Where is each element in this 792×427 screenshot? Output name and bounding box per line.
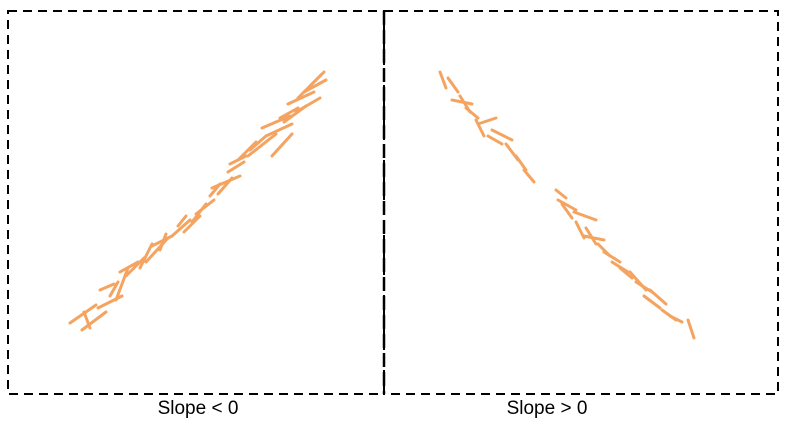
left-dash-28 (264, 122, 294, 138)
left-dash-36 (308, 70, 326, 88)
left-dash-3 (82, 310, 92, 330)
right-dash-strokes (438, 70, 696, 340)
left-dash-15 (176, 214, 188, 228)
left-dash-6 (108, 280, 120, 298)
left-dash-24 (236, 140, 258, 162)
right-panel-frame (383, 10, 779, 395)
right-dash-23 (618, 266, 634, 280)
left-panel-caption: Slope < 0 (157, 398, 239, 419)
left-dash-29 (270, 132, 294, 158)
left-dash-33 (294, 96, 322, 114)
left-dash-1 (68, 303, 98, 325)
left-dash-26 (248, 134, 268, 152)
left-dash-10 (138, 242, 154, 270)
right-dash-1 (438, 70, 448, 90)
right-panel-caption: Slope > 0 (506, 398, 588, 419)
right-dash-7 (476, 116, 498, 126)
left-dash-16 (182, 214, 202, 234)
left-panel-frame (7, 10, 385, 395)
left-dash-14 (170, 218, 192, 238)
right-dash-19 (584, 226, 598, 246)
left-dash-13 (158, 232, 168, 252)
right-dash-9 (490, 128, 514, 142)
left-dash-18 (190, 202, 208, 224)
right-dash-2 (446, 76, 460, 94)
right-dash-8 (486, 134, 504, 146)
right-dash-14 (556, 198, 578, 212)
left-panel (7, 10, 385, 395)
left-dash-30 (278, 106, 300, 120)
left-dash-25 (246, 132, 278, 158)
left-dash-21 (216, 176, 234, 196)
left-dash-22 (226, 160, 246, 174)
right-dash-15 (560, 202, 574, 220)
left-dash-2 (80, 310, 108, 332)
left-dash-20 (210, 174, 242, 190)
right-dash-16 (572, 210, 598, 222)
left-dash-27 (260, 114, 292, 130)
left-dash-strokes (68, 70, 328, 332)
left-dash-32 (286, 90, 316, 106)
left-dash-5 (98, 282, 116, 292)
left-dash-8 (118, 260, 140, 274)
right-dash-29 (668, 314, 684, 324)
right-dash-21 (602, 250, 622, 264)
right-dash-12 (522, 168, 536, 184)
right-dash-26 (642, 294, 662, 310)
left-dash-35 (302, 78, 328, 94)
right-dash-27 (648, 288, 668, 306)
right-dash-5 (464, 106, 480, 120)
left-dash-9 (124, 256, 146, 278)
right-dash-30 (686, 318, 696, 340)
right-dash-11 (514, 154, 528, 172)
right-dash-13 (554, 188, 568, 200)
left-dash-7 (114, 266, 130, 302)
right-panel (383, 10, 779, 395)
